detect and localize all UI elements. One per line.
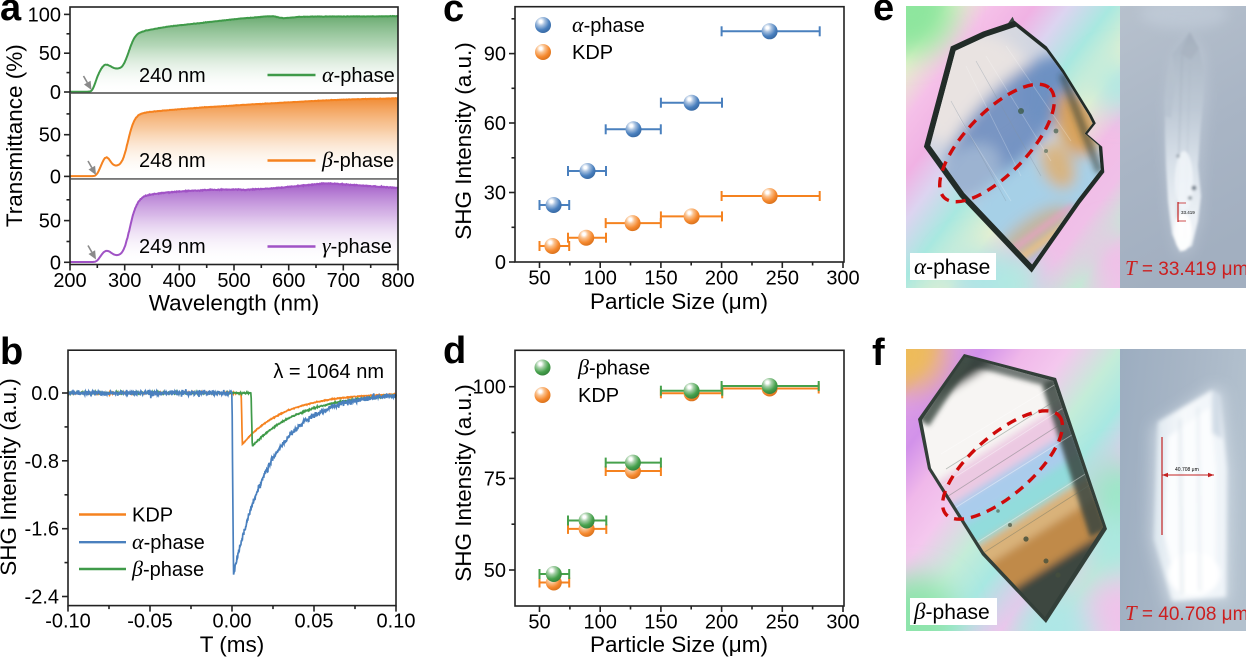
- svg-text:50: 50: [484, 560, 506, 582]
- svg-text:Transmittance (%): Transmittance (%): [2, 44, 27, 227]
- svg-text:800: 800: [381, 270, 414, 292]
- svg-text:0: 0: [50, 166, 61, 188]
- svg-text:100: 100: [28, 4, 61, 26]
- svg-text:400: 400: [163, 270, 196, 292]
- svg-text:50: 50: [39, 211, 61, 233]
- svg-text:0.0: 0.0: [31, 383, 59, 405]
- svg-text:0: 0: [50, 82, 61, 104]
- svg-text:250: 250: [766, 268, 799, 290]
- svg-text:γ-phase: γ-phase: [322, 233, 392, 258]
- svg-text:300: 300: [826, 268, 859, 290]
- svg-text:40.708 μm: 40.708 μm: [1175, 467, 1199, 473]
- svg-text:β-phase: β-phase: [913, 598, 990, 624]
- svg-text:250: 250: [766, 612, 799, 634]
- svg-text:Particle Size (μm): Particle Size (μm): [590, 289, 768, 314]
- svg-text:T = 40.708 μm: T = 40.708 μm: [1125, 601, 1246, 625]
- svg-text:Particle Size (μm): Particle Size (μm): [590, 632, 768, 657]
- svg-text:200: 200: [53, 270, 86, 292]
- svg-text:200: 200: [705, 268, 738, 290]
- svg-text:T (ms): T (ms): [200, 632, 265, 657]
- svg-text:β-phase: β-phase: [577, 355, 650, 380]
- svg-text:300: 300: [108, 270, 141, 292]
- svg-text:0.10: 0.10: [377, 611, 416, 633]
- svg-text:-0.05: -0.05: [127, 611, 173, 633]
- svg-text:700: 700: [327, 270, 360, 292]
- svg-text:0: 0: [495, 252, 506, 274]
- svg-text:-1.6: -1.6: [25, 519, 59, 541]
- svg-text:60: 60: [484, 113, 506, 135]
- svg-text:0.05: 0.05: [295, 611, 334, 633]
- svg-text:600: 600: [272, 270, 305, 292]
- svg-text:30: 30: [484, 183, 506, 205]
- svg-text:-0.10: -0.10: [45, 611, 91, 633]
- svg-text:300: 300: [826, 612, 859, 634]
- svg-text:-0.8: -0.8: [25, 451, 59, 473]
- svg-text:α-phase: α-phase: [322, 62, 395, 87]
- svg-text:240 nm: 240 nm: [139, 65, 206, 87]
- svg-text:SHG Intensity (a.u.): SHG Intensity (a.u.): [451, 384, 476, 582]
- svg-text:150: 150: [644, 612, 677, 634]
- svg-text:50: 50: [39, 125, 61, 147]
- svg-text:β-phase: β-phase: [321, 147, 394, 172]
- svg-text:0.00: 0.00: [213, 611, 252, 633]
- svg-text:β-phase: β-phase: [131, 556, 204, 581]
- svg-text:KDP: KDP: [572, 42, 613, 64]
- svg-text:0: 0: [50, 252, 61, 274]
- svg-text:248 nm: 248 nm: [139, 150, 206, 172]
- svg-text:100: 100: [584, 612, 617, 634]
- svg-text:100: 100: [584, 268, 617, 290]
- svg-text:33.419: 33.419: [1181, 210, 1195, 215]
- svg-text:50: 50: [39, 43, 61, 65]
- svg-text:KDP: KDP: [578, 385, 619, 407]
- svg-text:200: 200: [705, 612, 738, 634]
- svg-text:-2.4: -2.4: [25, 587, 59, 609]
- svg-text:SHG Intensity (a.u.): SHG Intensity (a.u.): [451, 42, 476, 240]
- svg-text:90: 90: [484, 44, 506, 66]
- svg-text:50: 50: [528, 612, 550, 634]
- svg-text:λ = 1064 nm: λ = 1064 nm: [273, 361, 384, 383]
- svg-text:249 nm: 249 nm: [139, 236, 206, 258]
- svg-text:SHG Intensity (a.u.): SHG Intensity (a.u.): [0, 378, 21, 576]
- svg-text:α-phase: α-phase: [132, 529, 205, 554]
- svg-text:50: 50: [528, 268, 550, 290]
- svg-text:α-phase: α-phase: [572, 12, 645, 37]
- svg-text:KDP: KDP: [132, 505, 173, 527]
- svg-text:100: 100: [473, 377, 506, 399]
- svg-text:Wavelength (nm): Wavelength (nm): [149, 291, 319, 316]
- svg-text:75: 75: [484, 468, 506, 490]
- svg-text:500: 500: [217, 270, 250, 292]
- svg-text:150: 150: [644, 268, 677, 290]
- svg-text:T = 33.419 μm: T = 33.419 μm: [1125, 256, 1246, 280]
- svg-text:α-phase: α-phase: [914, 253, 990, 279]
